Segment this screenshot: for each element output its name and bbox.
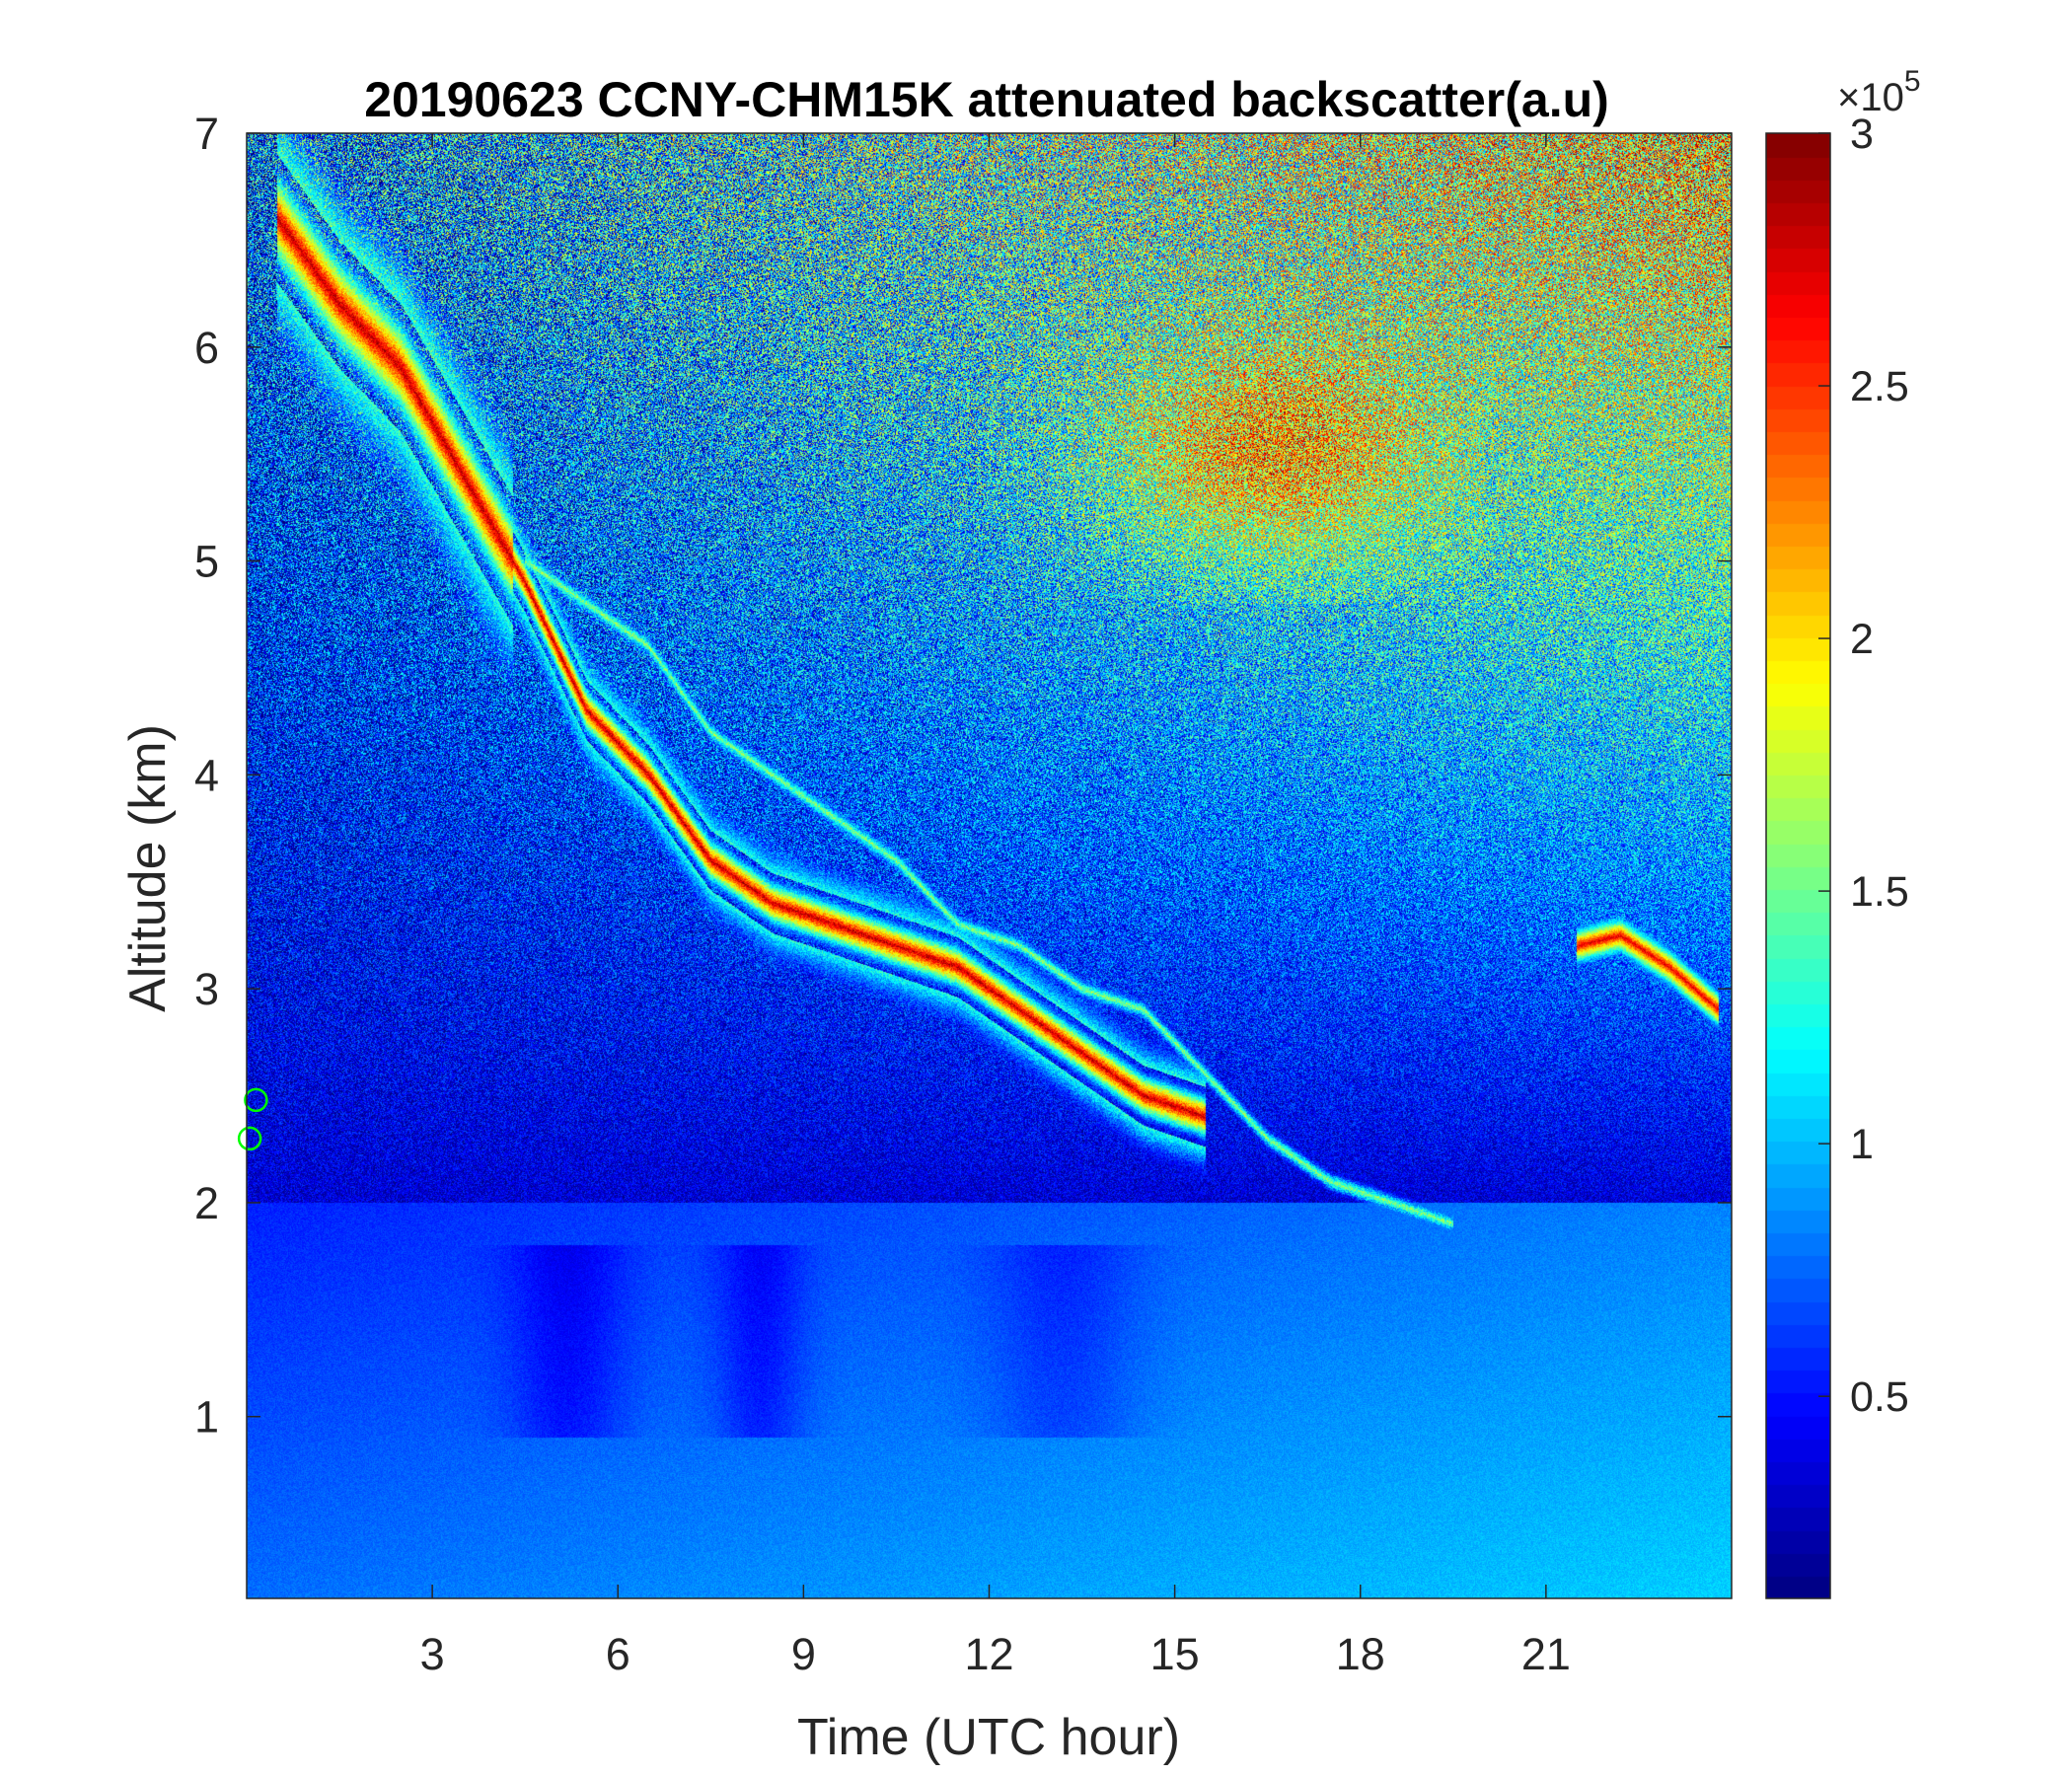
colorbar-exponent: ×105: [1837, 65, 1921, 119]
colorbar-tick-label: 2.5: [1850, 363, 1909, 410]
colorbar-frame: [1765, 132, 1831, 1599]
marker-circle: [237, 1126, 262, 1151]
colorbar-tick-label: 2: [1850, 616, 1874, 663]
colorbar-ticks: 0.5 1 1.5 2 2.5 3: [1818, 111, 1909, 1421]
y-tick-label: 1: [194, 1392, 219, 1443]
heatmap-image: [247, 133, 1732, 1598]
y-tick-label: 2: [194, 1178, 219, 1228]
y-tick-label: 4: [194, 750, 219, 800]
marker-circle: [244, 1087, 268, 1113]
x-tick-label: 18: [1336, 1629, 1385, 1679]
x-tick-label: 21: [1521, 1629, 1571, 1679]
x-tick-label: 15: [1150, 1629, 1200, 1679]
y-tick-label: 5: [194, 537, 219, 587]
colorbar: 0.5 1 1.5 2 2.5 3 ×105: [1765, 65, 1921, 1599]
plot-area: [237, 132, 1733, 1599]
x-tick-label: 6: [606, 1629, 630, 1679]
x-tick-label: 3: [420, 1629, 445, 1679]
colorbar-exponent-power: 5: [1904, 65, 1921, 98]
markers: [237, 1087, 268, 1151]
y-tick-label: 6: [194, 323, 219, 373]
x-tick-label: 12: [964, 1629, 1013, 1679]
colorbar-tick-label: 0.5: [1850, 1373, 1909, 1421]
colorbar-gradient: [1766, 133, 1830, 1598]
colorbar-tick-label: 3: [1850, 111, 1874, 158]
y-axis-label: Altitude (km): [119, 724, 177, 1012]
x-axis-ticks: 3 6 9 12 15 18 21: [420, 133, 1571, 1679]
x-axis-label: Time (UTC hour): [797, 1709, 1180, 1766]
colorbar-exponent-base: ×10: [1837, 76, 1904, 119]
y-tick-label: 7: [194, 109, 219, 159]
y-axis-ticks: 1 2 3 4 5 6 7: [194, 109, 1732, 1443]
colorbar-tick-label: 1.5: [1850, 868, 1909, 916]
chart-title: 20190623 CCNY-CHM15K attenuated backscat…: [364, 72, 1609, 127]
y-tick-label: 3: [194, 964, 219, 1014]
x-tick-label: 9: [791, 1629, 816, 1679]
colorbar-tick-label: 1: [1850, 1121, 1874, 1168]
